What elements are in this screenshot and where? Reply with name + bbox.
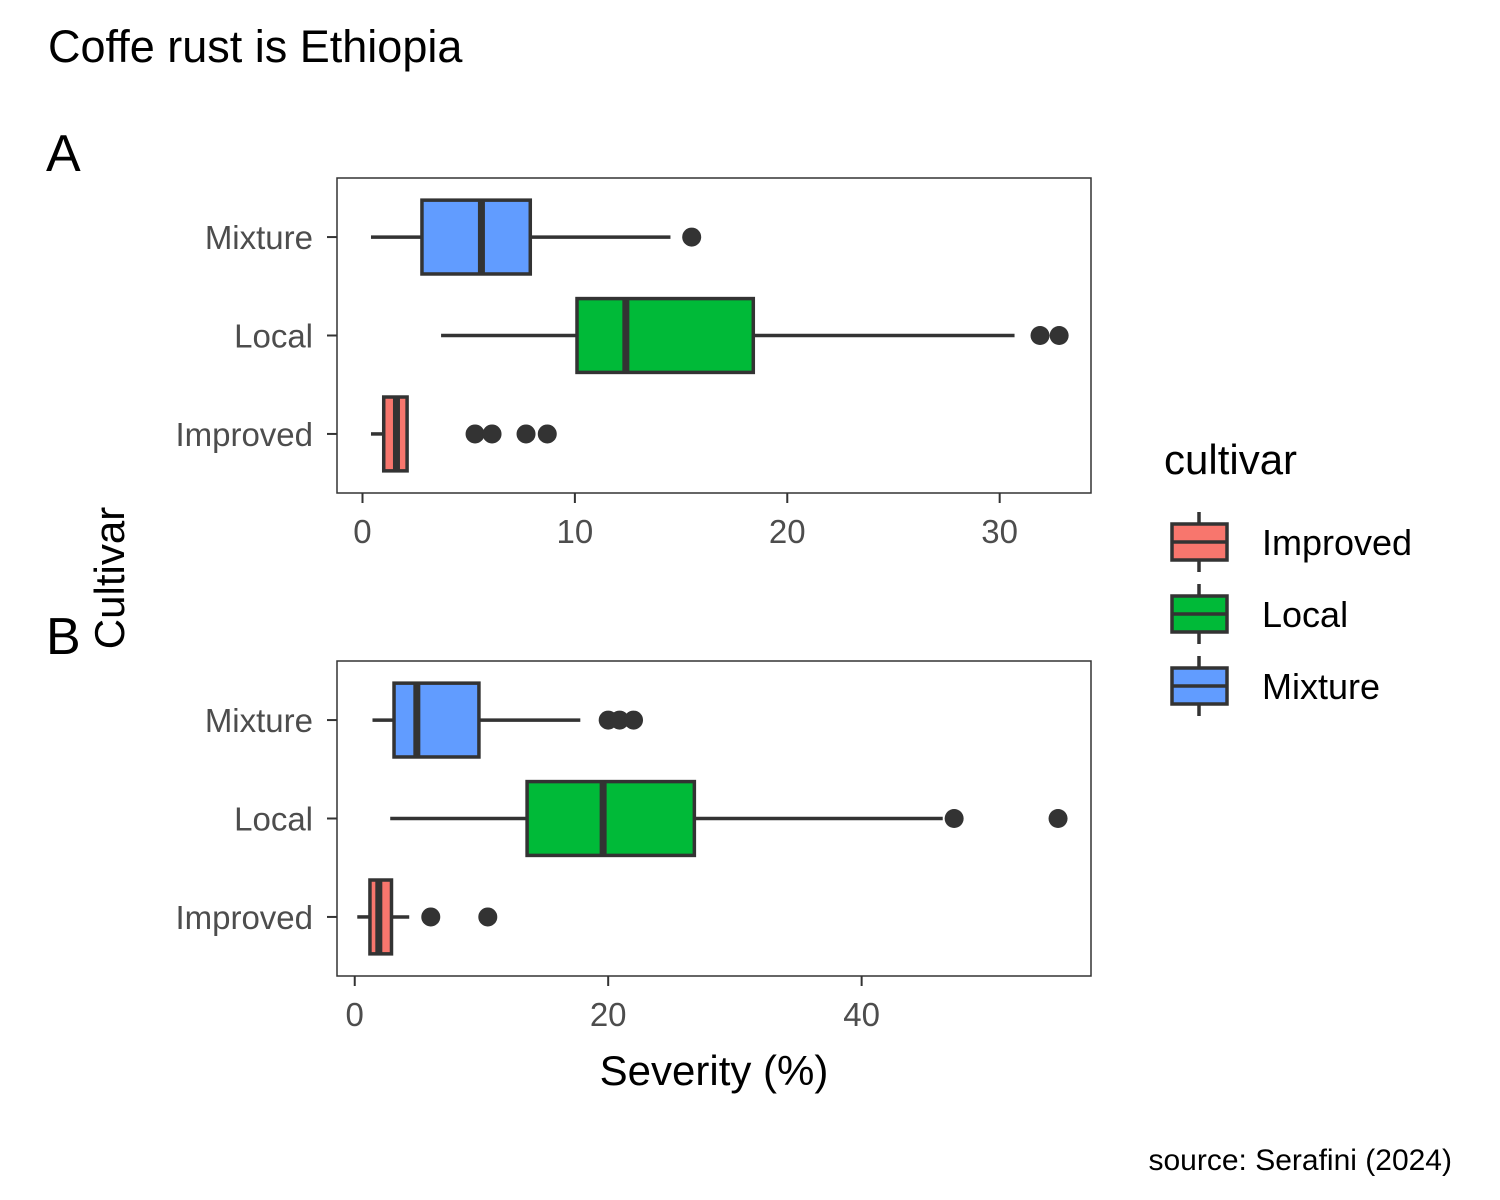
y-tick-label: Mixture [205,219,313,256]
x-tick-label: 20 [769,513,806,550]
chart-caption: source: Serafini (2024) [1149,1144,1453,1177]
x-tick-label: 0 [346,996,364,1033]
x-axis-title: Severity (%) [600,1047,829,1094]
outlier-point [624,710,644,730]
x-tick-label: 10 [557,513,594,550]
chart-title: Coffe rust is Ethiopia [48,21,463,72]
outlier-point [682,227,702,247]
legend-label: Local [1262,594,1348,635]
box-body [392,681,481,759]
x-tick-label: 30 [981,513,1018,550]
legend-item-local: Local [1170,584,1348,644]
box-mixture [372,681,644,759]
outlier-point [421,907,441,927]
outlier-point [944,809,964,828]
legend-label: Mixture [1262,666,1380,707]
box-body [525,779,697,858]
legend-label: Improved [1262,522,1412,563]
legend-item-improved: Improved [1170,512,1412,572]
y-tick-label: Improved [175,416,313,453]
box-body [420,198,533,276]
legend-item-mixture: Mixture [1170,656,1380,716]
outlier-point [516,424,536,444]
outlier-point [1049,326,1069,345]
panel-tag-a: A [46,125,81,183]
x-tick-label: 20 [590,996,627,1033]
outlier-point [1048,809,1068,828]
box-improved [370,395,557,473]
y-tick-label: Local [234,318,313,355]
y-axis-title: Cultivar [86,507,133,649]
outlier-point [537,424,557,444]
panel-a: 0 10 20 30 Improved Local Mixture [175,177,1092,550]
y-tick-label: Improved [175,899,313,936]
panel-tag-b: B [46,608,81,666]
box-mixture [370,198,702,276]
panel-b: 0 20 40 Improved Local Mixture [175,660,1092,1033]
outlier-point [465,424,485,444]
box-body [575,296,756,375]
box-local [441,296,1069,375]
box-improved [357,878,498,956]
outlier-point [610,710,630,730]
outlier-point [478,907,498,927]
y-tick-label: Mixture [205,702,313,739]
x-tick-label: 40 [843,996,880,1033]
legend: cultivar Improved Local Mixture [1164,436,1412,716]
outlier-point [482,424,502,444]
outlier-point [1030,326,1050,345]
y-tick-label: Local [234,801,313,838]
x-tick-label: 0 [353,513,371,550]
legend-title: cultivar [1164,436,1297,483]
box-local [390,779,1068,858]
